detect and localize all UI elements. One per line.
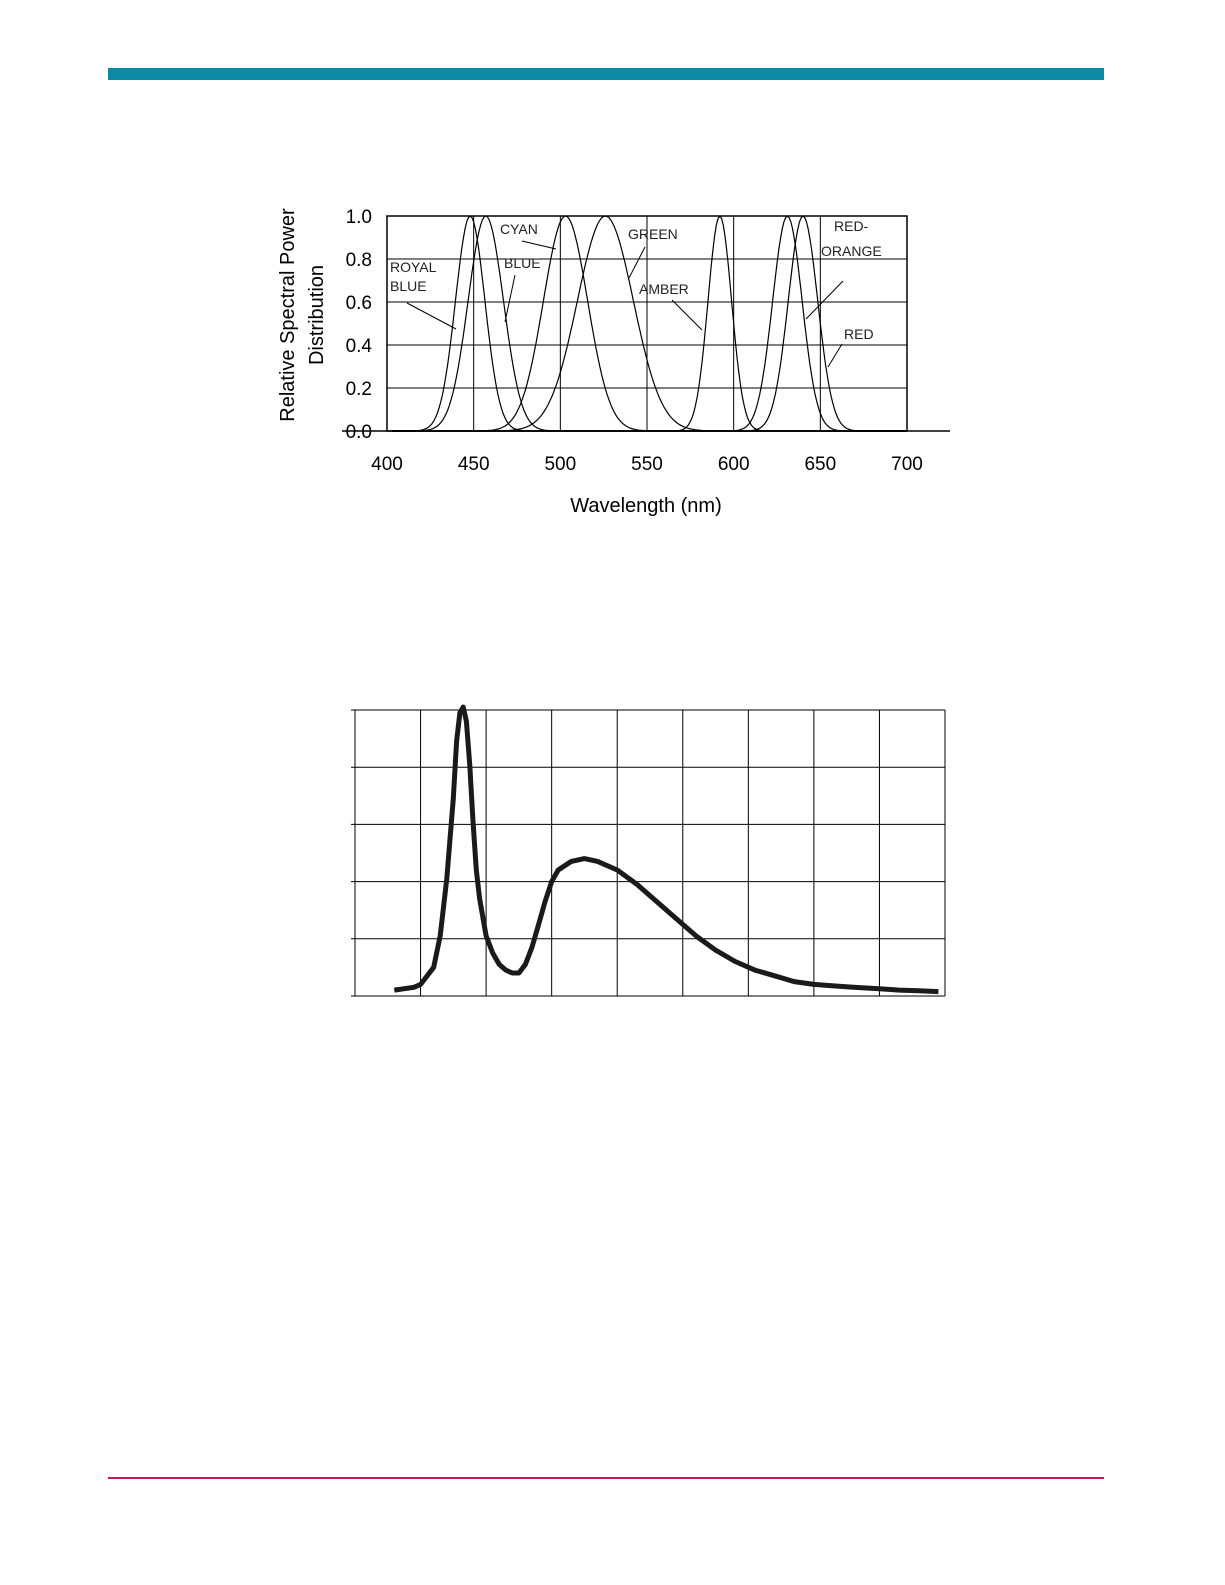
chart1-ytick-label-5: 1.0 [346, 207, 372, 228]
label-red-dash: RED- [834, 218, 869, 234]
chart1-xtick-label-6: 700 [891, 454, 923, 475]
chart1-xtick-label-2: 500 [544, 454, 576, 475]
label-orange: ORANGE [821, 243, 882, 259]
chart1-xtick-label-1: 450 [458, 454, 490, 475]
chart1-ytick-labels: 0.0 0.2 0.4 0.6 0.8 1.0 [346, 207, 373, 443]
chart1-plot-frame [386, 215, 908, 432]
header-accent-bar [108, 68, 1104, 80]
x-axis-title: Wavelength (nm) [570, 495, 722, 517]
leader-green [628, 246, 646, 279]
chart1-ytick-label-1: 0.2 [346, 379, 372, 400]
white-led-curve [393, 704, 939, 995]
label-green: GREEN [628, 226, 678, 242]
label-amber: AMBER [639, 281, 689, 297]
chart1-ytick-label-0: 0.0 [346, 422, 372, 443]
leader-blue [504, 274, 516, 323]
label-royal: ROYAL [390, 259, 437, 275]
leader-red [827, 343, 843, 368]
footer-rule [108, 1477, 1104, 1479]
chart1-xtick-labels: 400 450 500 550 600 650 700 [371, 454, 923, 475]
chart2-grid [351, 709, 946, 997]
label-blue: BLUE [504, 255, 541, 271]
chart1-axes [342, 215, 950, 432]
label-royal-blue: BLUE [390, 278, 427, 294]
chart1-xtick-label-0: 400 [371, 454, 403, 475]
leader-amber [671, 299, 703, 331]
chart1-ytick-label-3: 0.6 [346, 293, 372, 314]
y-axis-title-line2: Distribution [306, 265, 328, 365]
chart1-curve-labels: ROYAL BLUE CYAN BLUE GREEN AMBER RED- OR… [390, 218, 882, 342]
spectral-chart: 0.0 0.2 0.4 0.6 0.8 1.0 400 450 500 550 600 650 700… [277, 207, 950, 517]
chart1-xtick-label-3: 550 [631, 454, 663, 475]
chart1-xtick-label-5: 650 [804, 454, 836, 475]
label-cyan: CYAN [500, 221, 538, 237]
white-led-spectrum-chart [351, 704, 946, 997]
leader-royal-blue [406, 302, 457, 330]
leader-red-orange [805, 280, 844, 320]
leader-cyan [521, 240, 557, 250]
chart1-xtick-label-4: 600 [718, 454, 750, 475]
chart1-ytick-label-2: 0.4 [346, 336, 373, 357]
label-red: RED [844, 326, 874, 342]
chart1-leader-lines [406, 240, 844, 368]
chart1-ytick-label-4: 0.8 [346, 250, 372, 271]
y-axis-title-line1: Relative Spectral Power [277, 208, 299, 422]
